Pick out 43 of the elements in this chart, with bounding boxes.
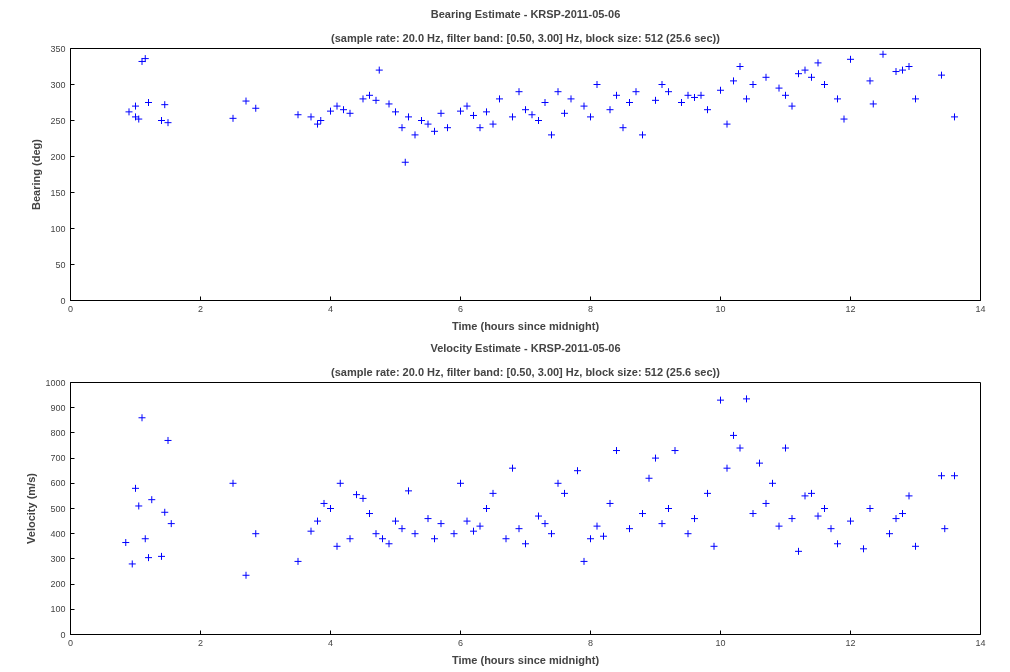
x-axis-title: Time (hours since midnight) (451, 653, 600, 666)
x-axis-title: Time (hours since midnight) (451, 319, 600, 332)
x-tick-label: 12 (845, 303, 856, 314)
x-tick-label: 4 (328, 303, 334, 314)
x-tick-label: 4 (328, 637, 334, 648)
y-tick-label: 1000 (45, 377, 66, 388)
y-axis-title: Velocity (m/s) (25, 472, 38, 544)
y-tick-label: 0 (60, 295, 66, 306)
x-tick-label: 2 (198, 637, 204, 648)
chart-subtitle: (sample rate: 20.0 Hz, filter band: [0.50, 3.00] Hz, block size: 512 (25.6 sec)) (331, 31, 721, 44)
x-tick-label: 2 (198, 303, 204, 314)
y-tick-label: 100 (50, 604, 66, 615)
y-tick-label: 250 (50, 115, 66, 126)
y-tick-label: 300 (50, 553, 66, 564)
y-tick-label: 200 (50, 579, 66, 590)
y-tick-label: 300 (50, 79, 66, 90)
x-tick-label: 8 (588, 303, 594, 314)
chart-title: Velocity Estimate - KRSP-2011-05-06 (430, 341, 621, 354)
y-axis-title: Bearing (deg) (30, 138, 43, 210)
chart-subtitle: (sample rate: 20.0 Hz, filter band: [0.50, 3.00] Hz, block size: 512 (25.6 sec)) (331, 365, 721, 378)
x-tick-label: 8 (588, 637, 594, 648)
y-tick-label: 100 (50, 223, 66, 234)
y-tick-label: 400 (50, 528, 66, 539)
x-tick-label: 10 (715, 637, 726, 648)
y-tick-label: 900 (50, 402, 66, 413)
x-tick-label: 14 (975, 303, 986, 314)
y-tick-label: 600 (50, 478, 66, 489)
y-tick-label: 200 (50, 151, 66, 162)
y-tick-label: 0 (60, 629, 66, 640)
x-tick-label: 0 (68, 637, 74, 648)
y-tick-label: 50 (55, 259, 66, 270)
chart-title: Bearing Estimate - KRSP-2011-05-06 (430, 7, 621, 20)
x-tick-label: 14 (975, 637, 986, 648)
x-tick-label: 12 (845, 637, 856, 648)
y-tick-label: 700 (50, 453, 66, 464)
x-tick-label: 0 (68, 303, 74, 314)
x-tick-label: 6 (458, 637, 464, 648)
y-tick-label: 800 (50, 427, 66, 438)
x-tick-label: 10 (715, 303, 726, 314)
y-tick-label: 150 (50, 187, 66, 198)
x-tick-label: 6 (458, 303, 464, 314)
y-tick-label: 350 (50, 43, 66, 54)
y-tick-label: 500 (50, 503, 66, 514)
